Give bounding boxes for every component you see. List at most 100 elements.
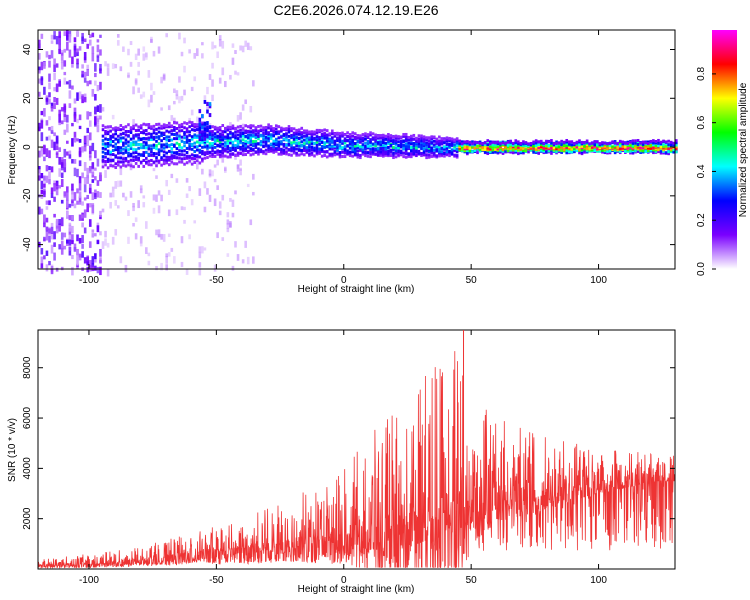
heatmap-cell [295,151,298,155]
heatmap-cell [68,247,72,256]
heatmap-cell [175,137,179,141]
heatmap-cell [236,153,240,157]
heatmap-cell [618,149,622,153]
heatmap-cell [573,150,576,154]
heatmap-cell [657,150,660,154]
heatmap-cell [180,236,184,244]
spectrogram-x-label: Height of straight line (km) [298,284,415,295]
heatmap-cell [38,175,41,181]
heatmap-cell [111,114,115,120]
heatmap-cell [78,253,82,258]
heatmap-cell [611,140,614,144]
heatmap-cell [111,164,115,168]
heatmap-cell [244,131,247,135]
heatmap-cell [178,76,181,83]
heatmap-cell [170,160,174,164]
heatmap-cell [308,130,311,134]
heatmap-cell [190,162,194,166]
heatmap-cell [190,153,194,157]
heatmap-cell [218,144,222,148]
heatmap-cell [514,145,518,149]
heatmap-cell [129,158,133,162]
heatmap-cell [211,152,214,156]
heatmap-cell [236,144,240,148]
heatmap-cell [287,141,291,145]
heatmap-cell [109,201,112,209]
heatmap-cell [478,149,482,153]
heatmap-cell [160,126,163,130]
heatmap-cell [78,214,82,221]
heatmap-cell [664,147,668,151]
heatmap-cell [241,153,245,157]
heatmap-cell [652,143,655,147]
heatmap-cell [351,140,355,144]
heatmap-cell [567,142,571,146]
heatmap-cell [111,127,115,131]
heatmap-cell [239,139,242,143]
heatmap-cell [494,145,497,149]
heatmap-cell [264,129,268,133]
heatmap-cell [66,192,69,201]
heatmap-cell [157,148,161,152]
heatmap-cell [60,172,64,179]
heatmap-cell [198,138,202,142]
heatmap-cell [231,43,235,48]
heatmap-cell [150,153,153,157]
heatmap-cell [246,141,250,145]
heatmap-cell [262,137,265,141]
heatmap-cell [83,209,87,218]
heatmap-cell [224,144,227,148]
heatmap-cell [346,139,349,143]
heatmap-cell [305,138,309,142]
heatmap-cell [667,146,670,150]
heatmap-cell [193,52,197,59]
heatmap-cell [226,141,230,145]
heatmap-cell [488,147,492,151]
heatmap-cell [285,138,288,142]
heatmap-cell [466,141,469,145]
heatmap-cell [76,51,79,57]
heatmap-cell [519,147,523,151]
heatmap-cell [142,158,146,162]
heatmap-cell [425,136,428,140]
heatmap-cell [290,133,293,137]
heatmap-cell [94,233,97,237]
heatmap-cell [550,151,553,155]
heatmap-cell [111,236,115,245]
heatmap-cell [455,147,459,151]
heatmap-cell [341,133,344,137]
heatmap-cell [364,154,367,158]
heatmap-cell [96,123,100,131]
heatmap-cell [590,145,594,149]
heatmap-cell [162,123,166,127]
heatmap-cell [50,233,54,240]
heatmap-cell [249,149,253,153]
heatmap-cell [226,135,230,139]
heatmap-cell [529,148,533,152]
heatmap-cell [486,148,490,152]
heatmap-cell [167,189,171,195]
heatmap-cell [116,138,120,142]
heatmap-cell [43,156,46,162]
heatmap-cell [667,143,670,147]
heatmap-cell [557,147,561,151]
heatmap-cell [157,126,161,130]
heatmap-cell [455,143,459,147]
heatmap-cell [73,107,77,117]
heatmap-cell [91,32,95,38]
heatmap-cell [83,197,87,201]
heatmap-cell [320,154,324,158]
heatmap-cell [229,136,232,140]
heatmap-cell [257,152,260,156]
heatmap-cell [58,156,61,165]
heatmap-cell [259,150,263,154]
heatmap-cell [104,137,107,141]
heatmap-cell [646,142,650,146]
heatmap-cell [198,150,202,154]
heatmap-cell [486,146,490,150]
heatmap-cell [244,144,247,148]
heatmap-cell [208,150,212,154]
heatmap-cell [394,155,398,159]
heatmap-cell [60,49,64,54]
heatmap-cell [109,153,112,159]
